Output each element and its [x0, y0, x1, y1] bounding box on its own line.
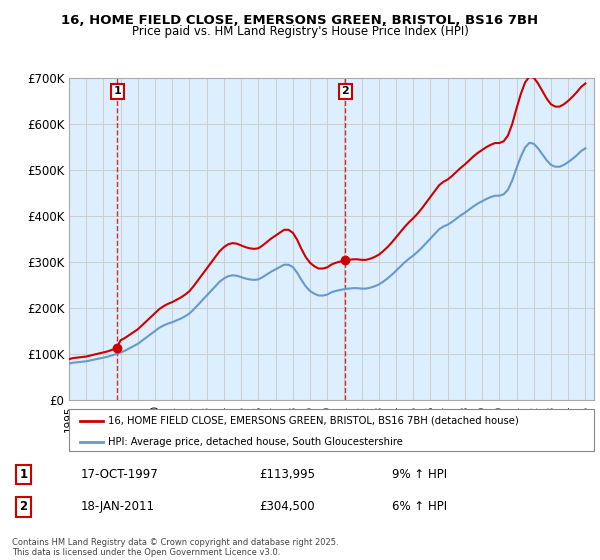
- Text: 17-OCT-1997: 17-OCT-1997: [81, 468, 159, 481]
- Text: £113,995: £113,995: [260, 468, 316, 481]
- Text: 9% ↑ HPI: 9% ↑ HPI: [392, 468, 447, 481]
- Text: 2: 2: [341, 86, 349, 96]
- Text: 6% ↑ HPI: 6% ↑ HPI: [392, 500, 447, 514]
- Text: 18-JAN-2011: 18-JAN-2011: [81, 500, 155, 514]
- Text: 16, HOME FIELD CLOSE, EMERSONS GREEN, BRISTOL, BS16 7BH (detached house): 16, HOME FIELD CLOSE, EMERSONS GREEN, BR…: [109, 416, 519, 426]
- Text: 1: 1: [19, 468, 28, 481]
- Text: £304,500: £304,500: [260, 500, 316, 514]
- Text: HPI: Average price, detached house, South Gloucestershire: HPI: Average price, detached house, Sout…: [109, 437, 403, 446]
- Text: Price paid vs. HM Land Registry's House Price Index (HPI): Price paid vs. HM Land Registry's House …: [131, 25, 469, 38]
- FancyBboxPatch shape: [69, 409, 594, 451]
- Text: 1: 1: [113, 86, 121, 96]
- Text: 2: 2: [19, 500, 28, 514]
- Text: 16, HOME FIELD CLOSE, EMERSONS GREEN, BRISTOL, BS16 7BH: 16, HOME FIELD CLOSE, EMERSONS GREEN, BR…: [61, 14, 539, 27]
- Text: Contains HM Land Registry data © Crown copyright and database right 2025.
This d: Contains HM Land Registry data © Crown c…: [12, 538, 338, 557]
